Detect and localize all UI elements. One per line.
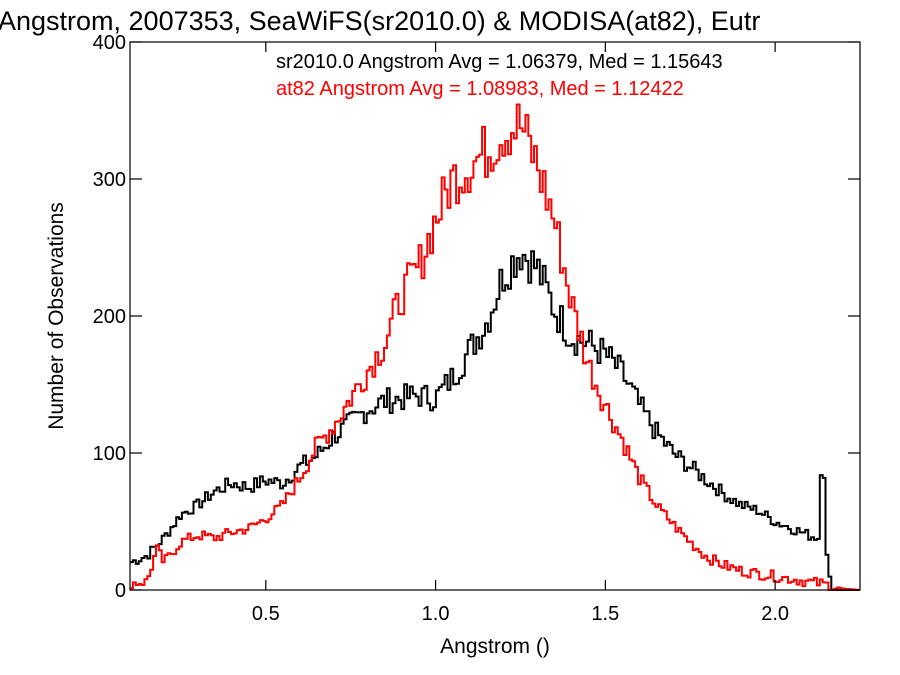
y-tick-label: 0 [115, 580, 126, 602]
histogram-series-1 [130, 103, 860, 591]
annotation-sr2010: sr2010.0 Angstrom Avg = 1.06379, Med = 1… [276, 51, 723, 73]
x-tick-label: 0.5 [252, 603, 280, 625]
y-axis: 0 100 200 300 400 [93, 32, 860, 602]
y-tick-label: 200 [93, 306, 126, 328]
y-tick-label: 100 [93, 443, 126, 465]
chart-title: Angstrom, 2007353, SeaWiFS(sr2010.0) & M… [0, 6, 760, 36]
y-axis-label: Number of Observations [45, 202, 68, 430]
x-axis-label: Angstrom () [440, 635, 550, 658]
annotation-at82: at82 Angstrom Avg = 1.08983, Med = 1.124… [276, 78, 684, 100]
x-axis: 0.5 1.0 1.5 2.0 [252, 42, 789, 625]
y-tick-label: 300 [93, 169, 126, 191]
series-layer [130, 103, 860, 591]
x-tick-label: 1.0 [422, 603, 450, 625]
x-tick-label: 1.5 [591, 603, 619, 625]
y-tick-label: 400 [93, 32, 126, 54]
x-tick-label: 2.0 [761, 603, 789, 625]
histogram-series-0 [130, 250, 860, 591]
